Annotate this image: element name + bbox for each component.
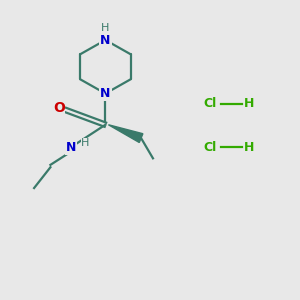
Text: H: H (244, 98, 254, 110)
Text: O: O (53, 101, 65, 116)
Text: N: N (100, 87, 111, 100)
Text: H: H (101, 22, 110, 32)
Text: N: N (100, 34, 111, 46)
Text: H: H (244, 140, 254, 154)
Text: H: H (81, 139, 90, 148)
Text: Cl: Cl (203, 140, 217, 154)
Text: Cl: Cl (203, 98, 217, 110)
Polygon shape (108, 125, 143, 142)
Text: N: N (66, 140, 76, 154)
